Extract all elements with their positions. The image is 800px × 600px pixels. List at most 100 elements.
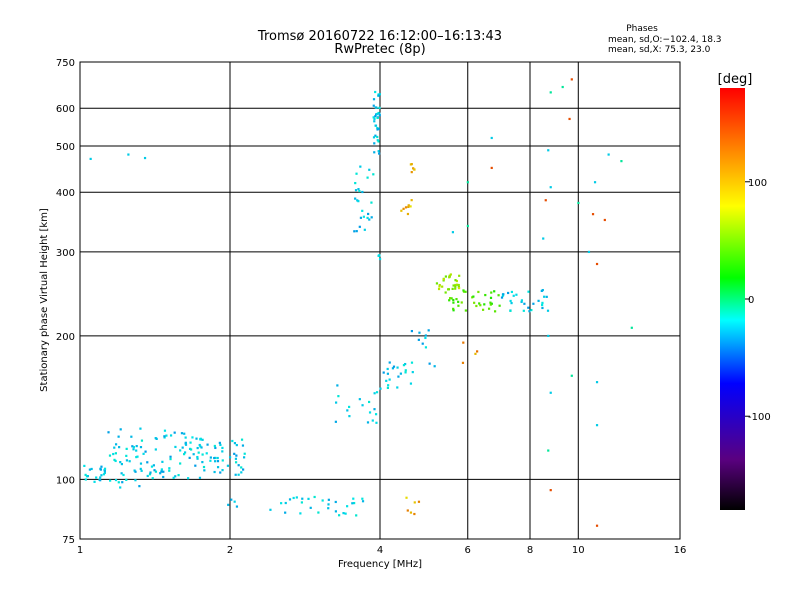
data-point — [410, 171, 413, 174]
data-point — [375, 391, 379, 394]
data-point — [213, 470, 216, 474]
x-tick-label: 16 — [674, 545, 687, 556]
data-point — [373, 392, 376, 395]
data-point — [355, 172, 358, 175]
chart-title: Tromsø 20160722 16:12:00–16:13:43 — [257, 29, 502, 44]
data-point — [150, 465, 154, 468]
data-point — [242, 456, 246, 459]
data-point — [221, 446, 224, 450]
data-point — [386, 367, 389, 371]
data-point — [221, 469, 224, 472]
data-point — [452, 284, 455, 287]
data-point — [226, 464, 230, 467]
data-point — [184, 436, 187, 439]
data-point — [388, 378, 391, 381]
data-point — [549, 489, 552, 492]
data-point — [184, 443, 188, 446]
data-point — [354, 197, 357, 200]
x-tick-label: 4 — [377, 545, 383, 556]
data-point — [387, 384, 390, 387]
data-point — [577, 201, 580, 205]
data-point — [280, 502, 283, 505]
x-tick-label: 8 — [527, 545, 533, 556]
data-point — [183, 451, 187, 454]
data-point — [131, 445, 134, 448]
data-point — [368, 411, 372, 414]
data-point — [139, 462, 143, 465]
data-point — [455, 297, 458, 301]
data-point — [132, 448, 135, 451]
data-point — [165, 434, 168, 437]
plot-frame — [79, 61, 681, 540]
data-point — [135, 455, 138, 459]
data-point — [397, 375, 400, 378]
data-point — [378, 93, 382, 96]
data-point — [109, 479, 112, 482]
data-point — [117, 481, 120, 484]
data-point — [227, 503, 230, 506]
data-point — [353, 230, 356, 233]
y-tick-label: 600 — [56, 104, 75, 115]
data-point — [214, 446, 217, 450]
data-point — [359, 165, 362, 168]
data-point — [241, 444, 245, 447]
data-point — [180, 432, 184, 435]
data-point — [476, 350, 479, 353]
data-point — [237, 473, 240, 476]
data-point — [357, 188, 360, 191]
data-point — [169, 457, 172, 461]
data-point — [93, 480, 96, 483]
data-point — [216, 466, 220, 469]
data-point — [385, 379, 388, 382]
data-point — [284, 511, 287, 514]
data-point — [173, 431, 176, 434]
data-point — [595, 524, 599, 527]
x-tick-label: 6 — [465, 545, 471, 556]
data-point — [448, 299, 451, 302]
data-point — [190, 448, 193, 451]
y-axis-ticks: 75 100 200 300 400 500 600 750 — [56, 58, 75, 546]
data-point — [501, 294, 505, 297]
data-point — [490, 136, 493, 140]
data-point — [334, 401, 338, 404]
data-point — [406, 509, 409, 512]
data-point — [510, 301, 513, 305]
data-point — [424, 334, 427, 337]
data-point — [309, 506, 312, 509]
data-point — [509, 309, 512, 312]
data-point — [461, 361, 465, 364]
data-point — [372, 104, 375, 107]
data-point — [376, 126, 379, 130]
data-point — [114, 459, 117, 463]
data-point — [630, 326, 633, 329]
data-point — [168, 467, 171, 470]
data-point — [160, 470, 163, 473]
data-point — [452, 307, 455, 310]
data-point — [452, 301, 455, 304]
data-point — [493, 290, 496, 293]
data-point — [146, 474, 149, 478]
data-point — [400, 209, 403, 212]
data-point — [549, 186, 552, 189]
data-point — [353, 501, 356, 505]
data-point — [163, 429, 167, 432]
data-point — [456, 283, 459, 286]
x-tick-label: 2 — [227, 545, 233, 556]
data-point — [487, 307, 491, 310]
data-point — [379, 387, 382, 390]
data-point — [142, 452, 145, 455]
data-point — [372, 116, 375, 119]
data-point — [299, 512, 302, 515]
y-axis-label: Stationary phase Virtual Height [km] — [39, 208, 50, 392]
colorbar-tick-label: 100 — [748, 178, 767, 189]
data-point — [196, 455, 199, 459]
colorbar-tick-label: 0 — [748, 295, 754, 306]
data-point — [112, 452, 115, 456]
data-point — [450, 297, 453, 300]
data-point — [377, 150, 380, 153]
data-point — [593, 181, 597, 184]
data-point — [437, 287, 441, 291]
data-point — [213, 456, 216, 460]
data-point — [444, 291, 447, 294]
